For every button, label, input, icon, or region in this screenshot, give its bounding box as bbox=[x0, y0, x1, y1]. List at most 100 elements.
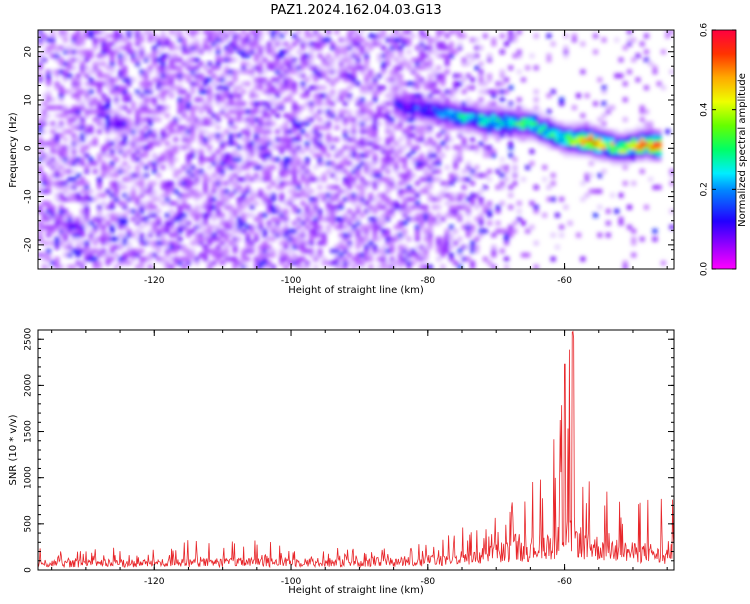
heatmap-cell bbox=[270, 181, 276, 186]
heatmap-cell bbox=[186, 61, 191, 67]
heatmap-cell bbox=[203, 212, 208, 218]
heatmap-cell bbox=[253, 45, 259, 51]
heatmap-cell bbox=[130, 57, 136, 63]
heatmap-cell bbox=[177, 212, 183, 218]
heatmap-cell bbox=[304, 177, 310, 182]
heatmap-cell bbox=[287, 197, 293, 202]
heatmap-cell bbox=[169, 73, 174, 79]
heatmap-cell bbox=[181, 45, 187, 51]
heatmap-cell bbox=[228, 181, 234, 186]
heatmap-cell bbox=[300, 129, 306, 134]
heatmap-cell bbox=[364, 149, 370, 154]
heatmap-cell bbox=[376, 85, 382, 91]
heatmap-cell bbox=[283, 232, 289, 238]
heatmap-cell bbox=[296, 181, 302, 186]
heatmap-cell bbox=[491, 232, 497, 238]
heatmap-cell bbox=[46, 153, 52, 158]
heatmap-cell bbox=[97, 30, 102, 35]
heatmap-cell bbox=[46, 224, 52, 230]
heatmap-cell bbox=[508, 129, 514, 134]
heatmap-cell bbox=[152, 57, 158, 63]
heatmap-cell bbox=[364, 57, 370, 63]
heatmap-cell bbox=[220, 165, 225, 170]
heatmap-cell bbox=[453, 49, 459, 55]
heatmap-cell bbox=[275, 33, 280, 39]
heatmap-cell bbox=[389, 145, 395, 150]
heatmap-cell bbox=[419, 113, 425, 118]
heatmap-cell bbox=[389, 177, 395, 182]
heatmap-cell bbox=[550, 89, 556, 95]
heatmap-cell bbox=[194, 260, 200, 266]
heatmap-cell bbox=[203, 157, 208, 162]
heatmap-cell bbox=[436, 105, 442, 110]
heatmap-cell bbox=[84, 97, 90, 102]
heatmap-cell bbox=[181, 264, 187, 269]
heatmap-cell bbox=[118, 220, 124, 226]
heatmap-cell bbox=[105, 33, 111, 39]
heatmap-cell bbox=[398, 149, 403, 154]
heatmap-cell bbox=[275, 185, 280, 190]
heatmap-cell bbox=[448, 125, 454, 130]
heatmap-cell bbox=[563, 49, 569, 55]
heatmap-cell bbox=[164, 105, 170, 110]
heatmap-cell bbox=[101, 73, 107, 79]
heatmap-cell bbox=[652, 65, 658, 71]
heatmap-cell bbox=[275, 57, 280, 63]
heatmap-cell bbox=[215, 65, 221, 71]
heatmap-cell bbox=[190, 252, 196, 258]
heatmap-cell bbox=[228, 97, 234, 102]
heatmap-cell bbox=[461, 113, 467, 118]
heatmap-cell bbox=[393, 153, 399, 158]
heatmap-cell bbox=[457, 30, 463, 35]
heatmap-cell bbox=[135, 236, 141, 242]
heatmap-cell bbox=[118, 57, 124, 63]
heatmap-cell bbox=[50, 37, 56, 43]
heatmap-cell bbox=[249, 89, 255, 95]
heatmap-cell bbox=[58, 228, 64, 234]
heatmap-cell bbox=[266, 204, 272, 210]
heatmap-cell bbox=[220, 212, 225, 218]
heatmap-cell bbox=[262, 89, 268, 95]
heatmap-cell bbox=[114, 93, 119, 99]
heatmap-cell bbox=[118, 89, 124, 95]
heatmap-cell bbox=[232, 236, 238, 242]
heatmap-cell bbox=[105, 252, 111, 258]
heatmap-cell bbox=[211, 41, 217, 47]
heatmap-cell bbox=[177, 204, 183, 210]
heatmap-cell bbox=[279, 53, 285, 59]
heatmap-cell bbox=[419, 37, 425, 43]
heatmap-cell bbox=[80, 69, 85, 75]
heatmap-cell bbox=[215, 53, 221, 59]
heatmap-cell bbox=[635, 53, 641, 59]
heatmap-cell bbox=[525, 228, 531, 234]
heatmap-cell bbox=[419, 57, 425, 63]
heatmap-cell bbox=[495, 121, 501, 126]
heatmap-cell bbox=[296, 149, 302, 154]
heatmap-cell bbox=[58, 173, 64, 178]
heatmap-cell bbox=[648, 177, 654, 182]
heatmap-cell bbox=[156, 256, 162, 262]
heatmap-cell bbox=[63, 49, 68, 55]
heatmap-cell bbox=[46, 81, 52, 87]
heatmap-cell bbox=[275, 69, 280, 75]
heatmap-cell bbox=[313, 101, 319, 106]
heatmap-cell bbox=[610, 137, 615, 142]
heatmap-cell bbox=[618, 149, 624, 154]
heatmap-cell bbox=[563, 145, 569, 150]
heatmap-cell bbox=[648, 141, 654, 146]
heatmap-cell bbox=[258, 177, 264, 182]
heatmap-cell bbox=[177, 101, 183, 106]
heatmap-cell bbox=[495, 169, 501, 174]
heatmap-cell bbox=[198, 137, 204, 142]
heatmap-cell bbox=[393, 224, 399, 230]
heatmap-cell bbox=[338, 204, 344, 210]
heatmap-cell bbox=[198, 97, 204, 102]
heatmap-cell bbox=[101, 165, 107, 170]
heatmap-cell bbox=[143, 117, 149, 122]
heatmap-cell bbox=[181, 200, 187, 206]
heatmap-cell bbox=[406, 125, 412, 130]
heatmap-cell bbox=[177, 193, 183, 198]
heatmap-cell bbox=[169, 45, 174, 51]
heatmap-cell bbox=[313, 224, 319, 230]
heatmap-cell bbox=[109, 109, 115, 114]
